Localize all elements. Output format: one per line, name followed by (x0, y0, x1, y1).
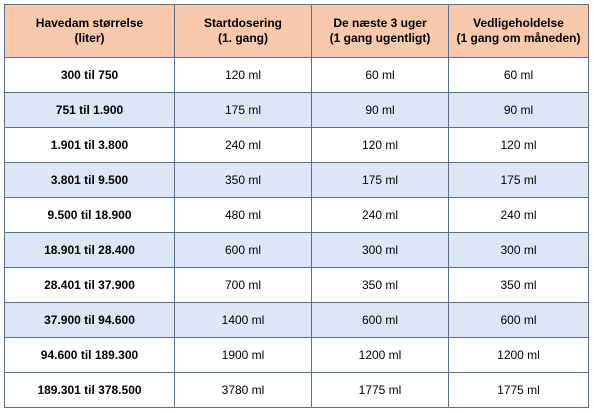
cell-weekly-dose: 120 ml (311, 127, 449, 163)
table-row: 9.500 til 18.900 480 ml 240 ml 240 ml (4, 197, 589, 233)
cell-start-dose: 350 ml (174, 162, 312, 198)
cell-pond-size: 1.901 til 3.800 (4, 127, 175, 163)
table-row: 1.901 til 3.800 240 ml 120 ml 120 ml (4, 127, 589, 163)
cell-weekly-dose: 1775 ml (311, 372, 449, 408)
cell-weekly-dose: 350 ml (311, 267, 449, 303)
header-start-dose-title: Startdosering (203, 16, 282, 30)
table-row: 751 til 1.900 175 ml 90 ml 90 ml (4, 92, 589, 128)
cell-pond-size: 18.901 til 28.400 (4, 232, 175, 268)
header-next-3-weeks-title: De næste 3 uger (333, 16, 427, 30)
cell-monthly-dose: 120 ml (448, 127, 589, 163)
dosage-table: Havedam størrelse (liter) Startdosering … (4, 4, 589, 408)
cell-pond-size: 751 til 1.900 (4, 92, 175, 128)
table-row: 28.401 til 37.900 700 ml 350 ml 350 ml (4, 267, 589, 303)
header-pond-size-title: Havedam størrelse (35, 16, 144, 30)
table-row: 18.901 til 28.400 600 ml 300 ml 300 ml (4, 232, 589, 268)
cell-weekly-dose: 175 ml (311, 162, 449, 198)
header-start-dose: Startdosering (1. gang) (174, 4, 312, 58)
cell-start-dose: 1900 ml (174, 337, 312, 373)
cell-start-dose: 240 ml (174, 127, 312, 163)
cell-weekly-dose: 300 ml (311, 232, 449, 268)
cell-monthly-dose: 600 ml (448, 302, 589, 338)
cell-pond-size: 94.600 til 189.300 (4, 337, 175, 373)
cell-monthly-dose: 1200 ml (448, 337, 589, 373)
header-pond-size: Havedam størrelse (liter) (4, 4, 175, 58)
cell-weekly-dose: 90 ml (311, 92, 449, 128)
cell-pond-size: 3.801 til 9.500 (4, 162, 175, 198)
table-row: 300 til 750 120 ml 60 ml 60 ml (4, 57, 589, 93)
dosage-table-container: Havedam størrelse (liter) Startdosering … (4, 4, 589, 408)
cell-weekly-dose: 60 ml (311, 57, 449, 93)
cell-start-dose: 3780 ml (174, 372, 312, 408)
cell-weekly-dose: 1200 ml (311, 337, 449, 373)
table-row: 189.301 til 378.500 3780 ml 1775 ml 1775… (4, 372, 589, 408)
cell-start-dose: 175 ml (174, 92, 312, 128)
cell-start-dose: 600 ml (174, 232, 312, 268)
header-next-3-weeks-note: (1 gang ugentligt) (329, 31, 431, 45)
cell-monthly-dose: 300 ml (448, 232, 589, 268)
table-row: 94.600 til 189.300 1900 ml 1200 ml 1200 … (4, 337, 589, 373)
cell-pond-size: 28.401 til 37.900 (4, 267, 175, 303)
cell-monthly-dose: 240 ml (448, 197, 589, 233)
header-pond-size-unit: (liter) (74, 31, 105, 45)
cell-pond-size: 189.301 til 378.500 (4, 372, 175, 408)
cell-weekly-dose: 240 ml (311, 197, 449, 233)
table-header-row: Havedam størrelse (liter) Startdosering … (4, 4, 589, 58)
table-row: 3.801 til 9.500 350 ml 175 ml 175 ml (4, 162, 589, 198)
cell-weekly-dose: 600 ml (311, 302, 449, 338)
cell-monthly-dose: 90 ml (448, 92, 589, 128)
cell-monthly-dose: 175 ml (448, 162, 589, 198)
cell-monthly-dose: 350 ml (448, 267, 589, 303)
header-maintenance: Vedligeholdelse (1 gang om måneden) (448, 4, 589, 58)
header-next-3-weeks: De næste 3 uger (1 gang ugentligt) (311, 4, 449, 58)
cell-pond-size: 9.500 til 18.900 (4, 197, 175, 233)
header-maintenance-title: Vedligeholdelse (473, 16, 564, 30)
cell-start-dose: 700 ml (174, 267, 312, 303)
table-row: 37.900 til 94.600 1400 ml 600 ml 600 ml (4, 302, 589, 338)
cell-monthly-dose: 1775 ml (448, 372, 589, 408)
cell-monthly-dose: 60 ml (448, 57, 589, 93)
cell-pond-size: 300 til 750 (4, 57, 175, 93)
cell-start-dose: 480 ml (174, 197, 312, 233)
header-maintenance-note: (1 gang om måneden) (456, 31, 581, 45)
cell-start-dose: 120 ml (174, 57, 312, 93)
header-start-dose-note: (1. gang) (218, 31, 268, 45)
cell-start-dose: 1400 ml (174, 302, 312, 338)
cell-pond-size: 37.900 til 94.600 (4, 302, 175, 338)
